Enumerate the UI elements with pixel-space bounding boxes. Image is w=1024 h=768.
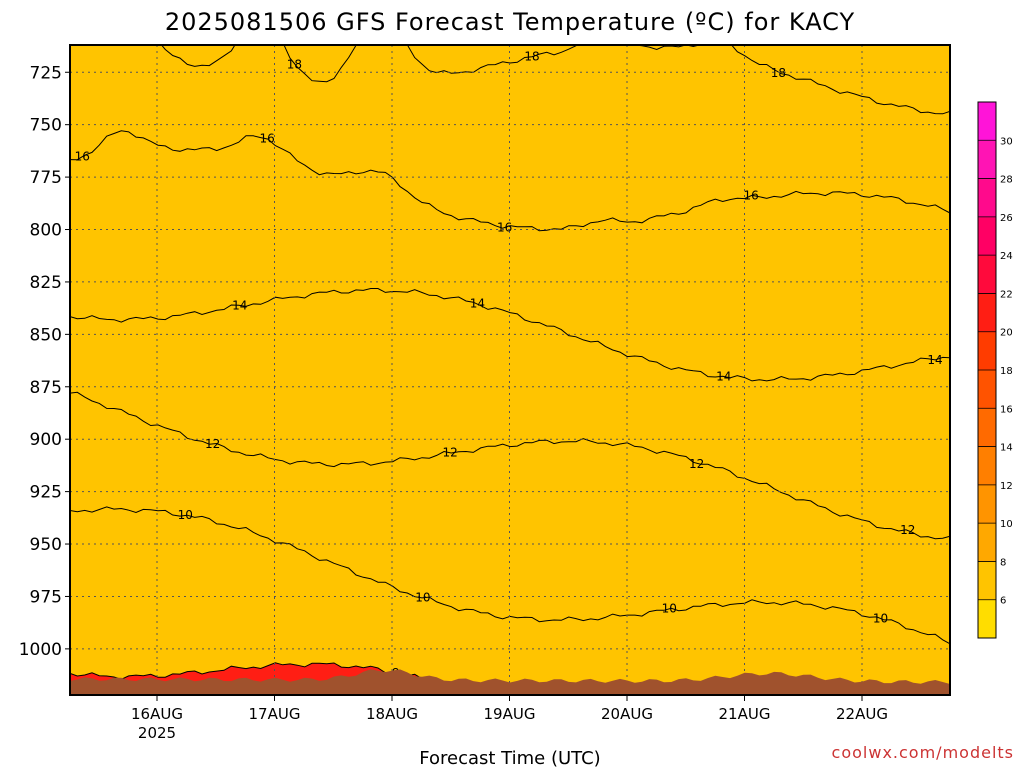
y-tick-label: 1000 [19,640,62,660]
contour-label-16: 16 [75,150,90,164]
contour-label-14: 14 [470,297,485,311]
colorbar-swatch [978,102,996,141]
y-axis: 725 750 775 800 825 850 875 900 925 950 975 1000 [19,63,70,660]
x-tick-label: 21AUG [719,705,771,723]
colorbar-swatch [978,331,996,371]
colorbar-tick-label: 8 [1000,557,1006,568]
contour-label-10: 10 [178,508,193,522]
chart-title: 2025081506 GFS Forecast Temperature (ºC)… [165,8,855,36]
colorbar-swatch [978,484,996,524]
contour-label-10: 10 [873,612,888,626]
contour-14 [70,288,950,382]
contour-12 [70,391,950,540]
y-tick-label: 825 [30,273,62,293]
x-tick-label: 18AUG [366,705,418,723]
contour-8 [70,662,475,695]
colorbar-tick-label: 30 [1000,136,1013,147]
contour-label-12: 12 [443,446,458,460]
contour-label-12: 12 [205,437,220,451]
colorbar-swatch [978,178,996,218]
plot-area: 810101010121212121414141416161616181818 [70,45,950,695]
x-tick-label: 22AUG [836,705,888,723]
contour-label-14: 14 [232,299,247,313]
y-tick-label: 900 [30,430,62,450]
colorbar-tick-label: 20 [1000,328,1013,339]
x-axis-year: 2025 [138,724,176,742]
colorbar-swatch [978,293,996,333]
contour-label-10: 10 [415,591,430,605]
contour-label-18: 18 [287,57,302,71]
y-tick-label: 725 [30,63,62,83]
colorbar-swatch [978,561,996,601]
colorbar-tick-label: 18 [1000,366,1013,377]
colorbar-tick-label: 6 [1000,596,1006,607]
grid-lines [70,45,950,695]
y-tick-label: 925 [30,483,62,503]
contour-label-18: 18 [771,66,786,80]
x-tick-label: 19AUG [484,705,536,723]
surface-terrain [70,669,950,695]
colorbar-swatch [978,140,996,180]
x-tick-label: 20AUG [601,705,653,723]
contour-label-16: 16 [259,132,274,146]
colorbar-swatch [978,599,996,639]
x-tick-label: 17AUG [249,705,301,723]
contour-label-12: 12 [689,457,704,471]
colorbar-tick-label: 14 [1000,443,1013,454]
contour-label-10: 10 [662,602,677,616]
colorbar-swatch [978,446,996,486]
colorbar-swatch [978,523,996,562]
colorbar-swatch [978,216,996,256]
y-tick-label: 750 [30,116,62,136]
colorbar-swatch [978,255,996,294]
colorbar-tick-label: 10 [1000,519,1013,530]
contour-label-16: 16 [497,221,512,235]
colorbar-tick-label: 12 [1000,481,1013,492]
x-tick-label: 16AUG [131,705,183,723]
y-tick-label: 800 [30,221,62,241]
colorbar-tick-label: 16 [1000,404,1013,415]
contour-label-16: 16 [743,189,758,203]
contour-label-12: 12 [900,523,915,537]
colorbar-tick-label: 26 [1000,213,1013,224]
colorbar-tick-label: 24 [1000,251,1013,262]
y-tick-label: 875 [30,378,62,398]
colorbar-tick-label: 22 [1000,289,1013,300]
contour-label-18: 18 [524,50,539,64]
x-axis-title: Forecast Time (UTC) [419,748,600,768]
contour-label-14: 14 [716,370,731,384]
y-tick-label: 950 [30,535,62,555]
y-tick-label: 850 [30,325,62,345]
colorbar: 6 8 10 12 14 16 18 20 22 24 26 28 30 [977,101,1013,639]
colorbar-swatch [978,370,996,409]
contour-labels: 810101010121212121414141416161616181818 [75,50,943,680]
contour-label-14: 14 [927,353,942,367]
colorbar-swatch [978,408,996,448]
x-axis: 16AUG 17AUG 18AUG 19AUG 20AUG 21AUG 22AUG [131,695,888,723]
credit-text: coolwx.com/modelts [832,743,1014,762]
y-tick-label: 775 [30,168,62,188]
colorbar-tick-label: 28 [1000,175,1013,186]
y-tick-label: 975 [30,587,62,607]
